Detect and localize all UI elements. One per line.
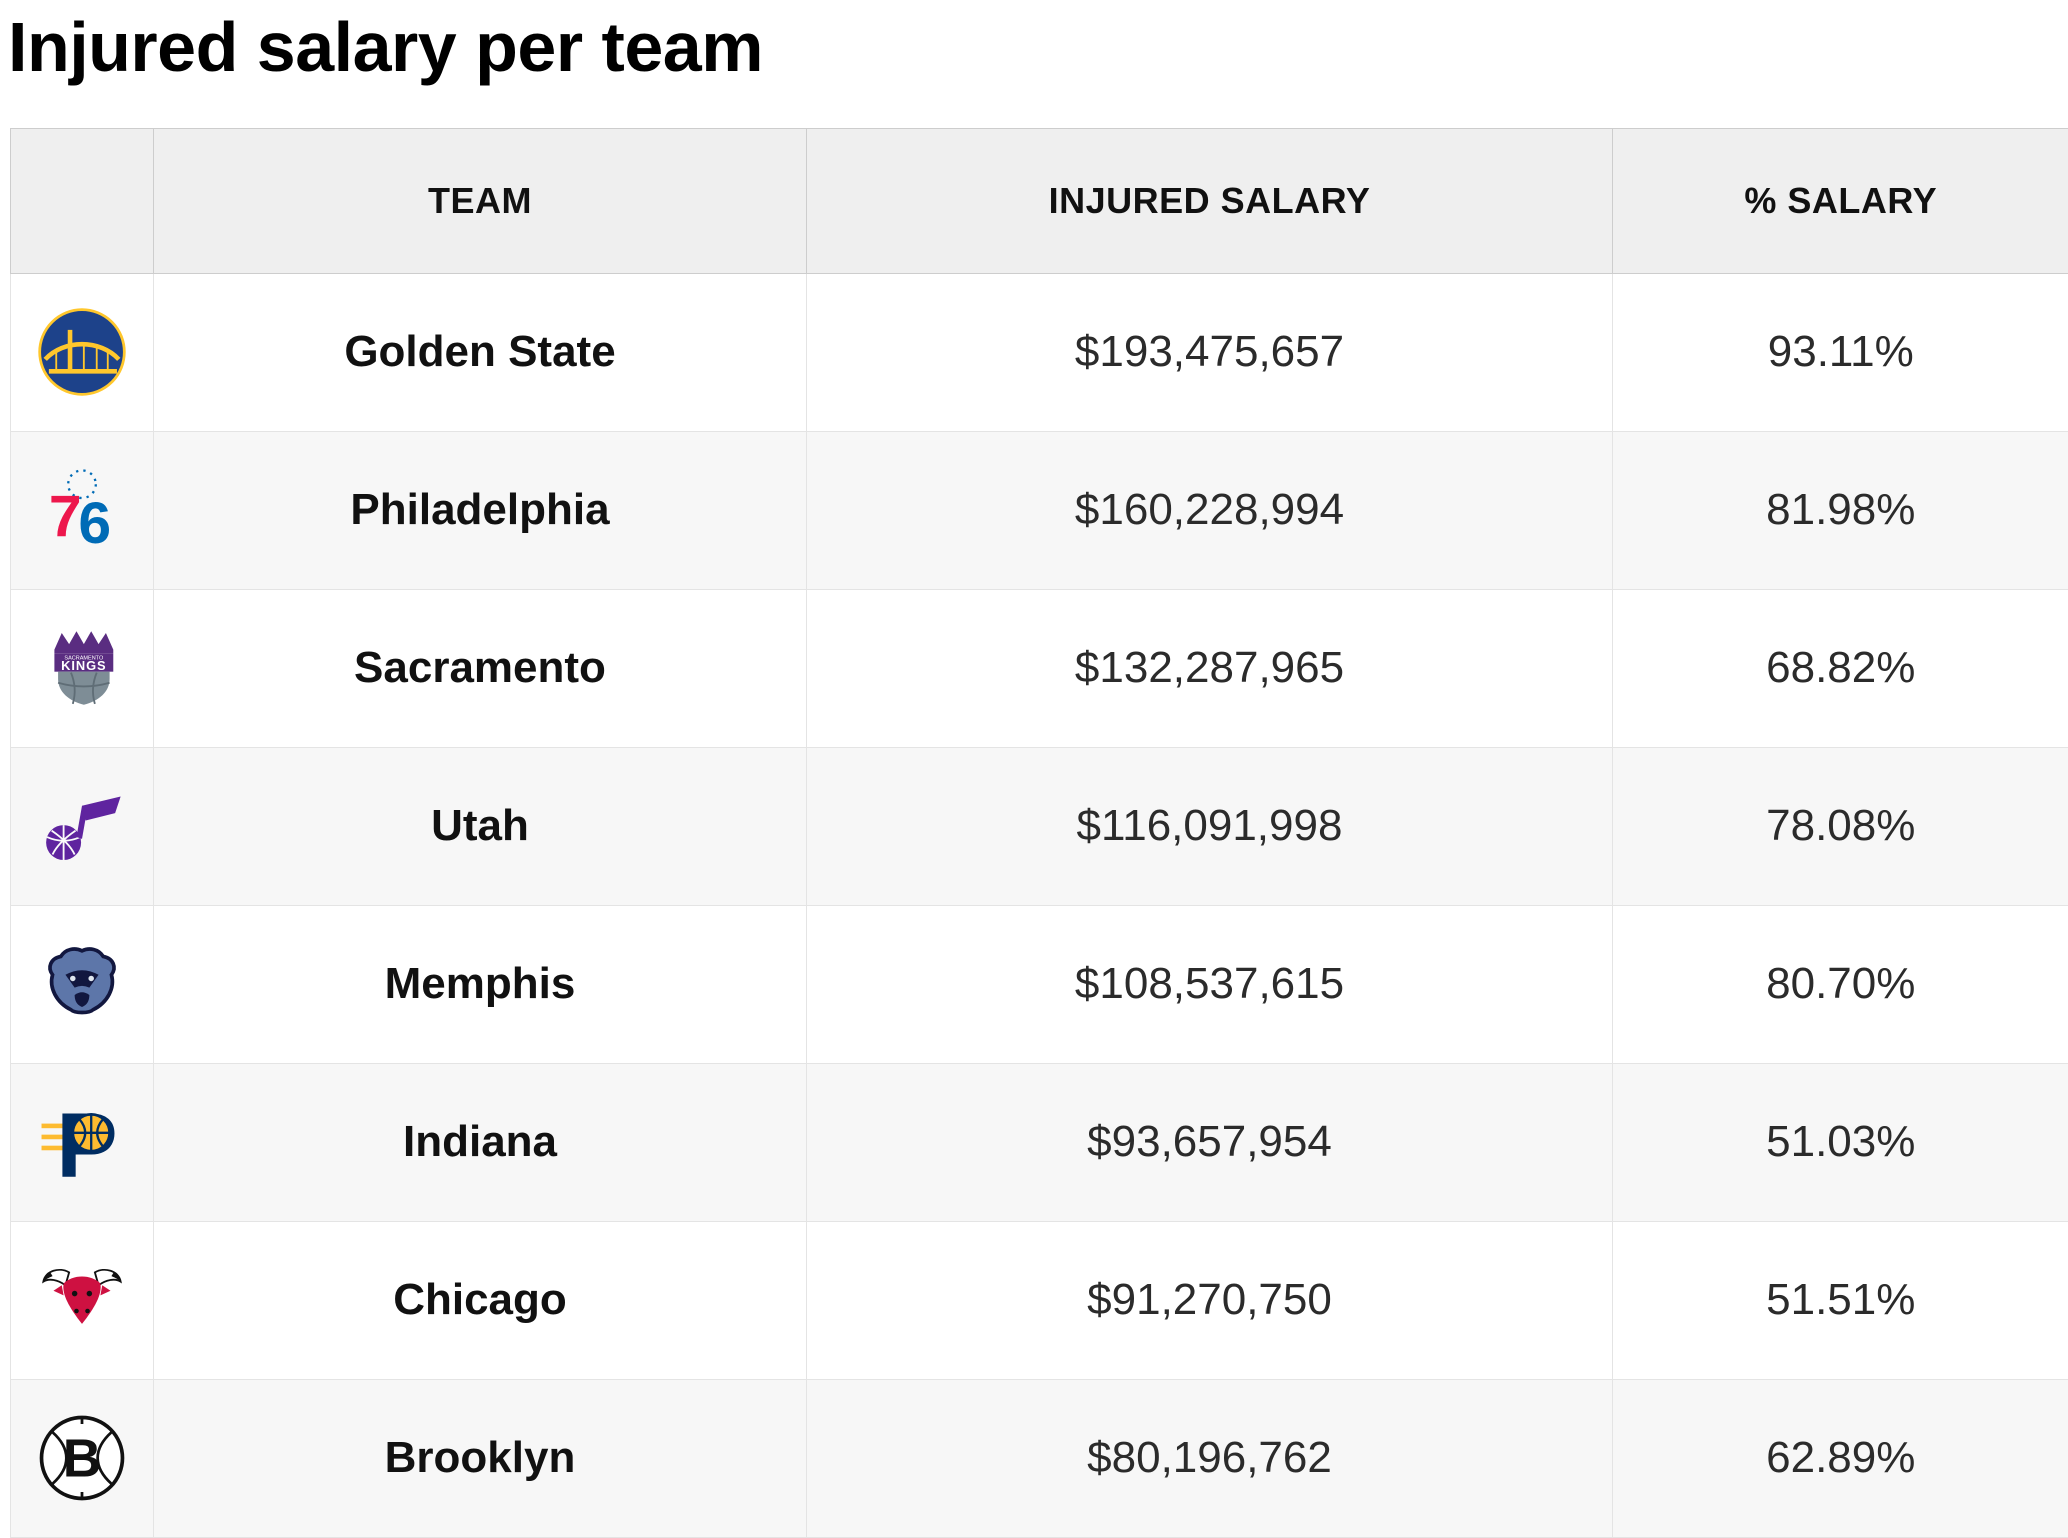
- table-row: Sacramento $132,287,965 68.82%: [11, 589, 2068, 747]
- injured-salary-column-header[interactable]: INJURED SALARY: [807, 128, 1613, 273]
- team-logo-cell: [11, 431, 154, 589]
- pct-salary-value: 51.51%: [1613, 1221, 2068, 1379]
- table-row: Indiana $93,657,954 51.03%: [11, 1063, 2068, 1221]
- pct-salary-value: 62.89%: [1613, 1379, 2068, 1537]
- team-logo-cell: [11, 905, 154, 1063]
- team-name: Memphis: [154, 905, 807, 1063]
- injured-salary-value: $80,196,762: [807, 1379, 1613, 1537]
- logo-column-header: [11, 128, 154, 273]
- table-row: Memphis $108,537,615 80.70%: [11, 905, 2068, 1063]
- bulls-logo: [36, 1254, 128, 1346]
- team-logo-cell: [11, 1379, 154, 1537]
- injured-salary-table: TEAM INJURED SALARY % SALARY Golden Stat…: [10, 128, 2068, 1538]
- injured-salary-value: $193,475,657: [807, 273, 1613, 431]
- injured-salary-value: $160,228,994: [807, 431, 1613, 589]
- pct-salary-value: 68.82%: [1613, 589, 2068, 747]
- nets-logo: [36, 1412, 128, 1504]
- 76ers-logo: [36, 464, 128, 556]
- team-name: Utah: [154, 747, 807, 905]
- pct-salary-value: 93.11%: [1613, 273, 2068, 431]
- team-logo-cell: [11, 747, 154, 905]
- team-logo-cell: [11, 1221, 154, 1379]
- team-name: Indiana: [154, 1063, 807, 1221]
- injured-salary-value: $91,270,750: [807, 1221, 1613, 1379]
- table-row: Chicago $91,270,750 51.51%: [11, 1221, 2068, 1379]
- table-header: TEAM INJURED SALARY % SALARY: [11, 128, 2068, 273]
- pct-salary-value: 51.03%: [1613, 1063, 2068, 1221]
- table-row: Utah $116,091,998 78.08%: [11, 747, 2068, 905]
- kings-logo: [36, 622, 128, 714]
- team-name: Brooklyn: [154, 1379, 807, 1537]
- table-row: Brooklyn $80,196,762 62.89%: [11, 1379, 2068, 1537]
- pct-salary-value: 78.08%: [1613, 747, 2068, 905]
- injured-salary-value: $132,287,965: [807, 589, 1613, 747]
- team-logo-cell: [11, 273, 154, 431]
- injured-salary-value: $93,657,954: [807, 1063, 1613, 1221]
- team-name: Golden State: [154, 273, 807, 431]
- pct-salary-column-header[interactable]: % SALARY: [1613, 128, 2068, 273]
- pct-salary-value: 80.70%: [1613, 905, 2068, 1063]
- table-row: Philadelphia $160,228,994 81.98%: [11, 431, 2068, 589]
- header-row: TEAM INJURED SALARY % SALARY: [11, 128, 2068, 273]
- pacers-logo: [36, 1096, 128, 1188]
- table-row: Golden State $193,475,657 93.11%: [11, 273, 2068, 431]
- team-column-header[interactable]: TEAM: [154, 128, 807, 273]
- team-name: Chicago: [154, 1221, 807, 1379]
- page-title: Injured salary per team: [8, 6, 2068, 89]
- team-logo-cell: [11, 589, 154, 747]
- team-name: Philadelphia: [154, 431, 807, 589]
- warriors-logo: [36, 306, 128, 398]
- grizzlies-logo: [36, 938, 128, 1030]
- injured-salary-value: $116,091,998: [807, 747, 1613, 905]
- pct-salary-value: 81.98%: [1613, 431, 2068, 589]
- table-body: Golden State $193,475,657 93.11% Philade…: [11, 273, 2068, 1537]
- injured-salary-value: $108,537,615: [807, 905, 1613, 1063]
- jazz-logo: [36, 780, 128, 872]
- team-logo-cell: [11, 1063, 154, 1221]
- team-name: Sacramento: [154, 589, 807, 747]
